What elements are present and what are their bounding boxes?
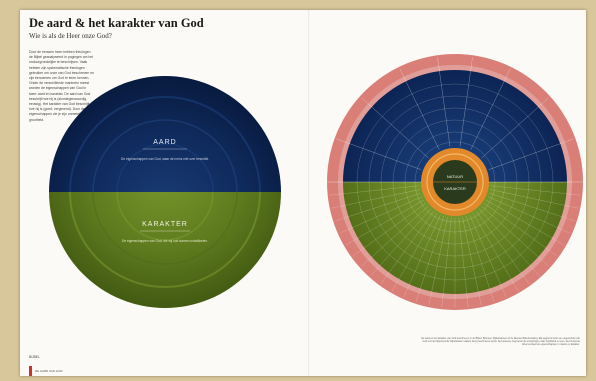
wheel-spoke (472, 213, 519, 292)
book-spine (308, 10, 310, 376)
wheel-spoke (470, 68, 511, 150)
wheel-spoke (489, 192, 575, 222)
wheel-spoke (483, 202, 558, 257)
wheel-spoke (331, 189, 420, 209)
wheel-spoke (462, 217, 482, 306)
wheel-spoke (391, 213, 438, 292)
wheel-spoke (437, 57, 451, 147)
wheel-spoke (490, 185, 581, 196)
wheel-spoke (487, 196, 571, 234)
wheel-character-half (343, 182, 567, 294)
wheel-spoke (465, 216, 495, 302)
wheel-spoke (335, 192, 421, 222)
center-character-label: KARAKTER (444, 186, 466, 191)
intro-paragraph: Door de eeuwen heen hebben theologen de … (29, 50, 95, 122)
wheel-spoke (481, 205, 549, 267)
folio-label: DE AARD VAN GOD (35, 369, 63, 373)
wheel-spoke (329, 185, 420, 196)
wheel-spoke (361, 205, 429, 267)
nature-label: AARD (153, 139, 176, 146)
figure-caption: De aard en het karakter van God beschrev… (421, 337, 580, 347)
wheel-spoke (490, 189, 579, 209)
wheel-spoke (380, 210, 435, 285)
wheel-spoke (336, 138, 422, 170)
wheel-spoke (475, 210, 530, 285)
wheel-spoke (399, 68, 440, 150)
character-description: De eigenschappen van God, die wij ook ku… (122, 239, 208, 243)
nature-half (49, 76, 281, 192)
character-label: KARAKTER (142, 221, 188, 228)
character-half (49, 192, 281, 308)
wheel-nature-half (343, 70, 567, 182)
wheel-spoke (441, 217, 452, 308)
wheel-spoke (352, 202, 427, 257)
wheel-spoke (415, 216, 445, 302)
wheel-spoke (486, 199, 565, 246)
wheel-spoke (488, 138, 574, 170)
wheel-spoke (403, 214, 441, 298)
wheel-spoke (459, 57, 473, 147)
nature-character-diagram: AARD De eigenschappen van God, waar de m… (49, 76, 281, 308)
wheel-spoke (481, 97, 549, 159)
book-spread: De aard & het karakter van God Wie is al… (20, 10, 586, 376)
folio-number: BIJBEL (29, 355, 40, 359)
folio-accent-bar (29, 366, 32, 376)
wheel-spoke (469, 214, 507, 298)
wheel-spoke (361, 97, 429, 159)
wheel-spoke (458, 217, 469, 308)
center-nature-label: NATUUR (447, 174, 463, 179)
wheel-spoke (339, 196, 423, 234)
wheel-spoke (428, 217, 448, 306)
page-subtitle: Wie is als de Heer onze God? (29, 32, 112, 40)
nature-description: De eigenschappen van God, waar de mens n… (121, 157, 209, 161)
page-title: De aard & het karakter van God (29, 16, 204, 30)
wheel-spoke (370, 208, 432, 276)
wheel-spoke (478, 208, 540, 276)
attribute-wheel: NATUUR KARAKTER (327, 54, 583, 310)
wheel-spoke (345, 199, 424, 246)
